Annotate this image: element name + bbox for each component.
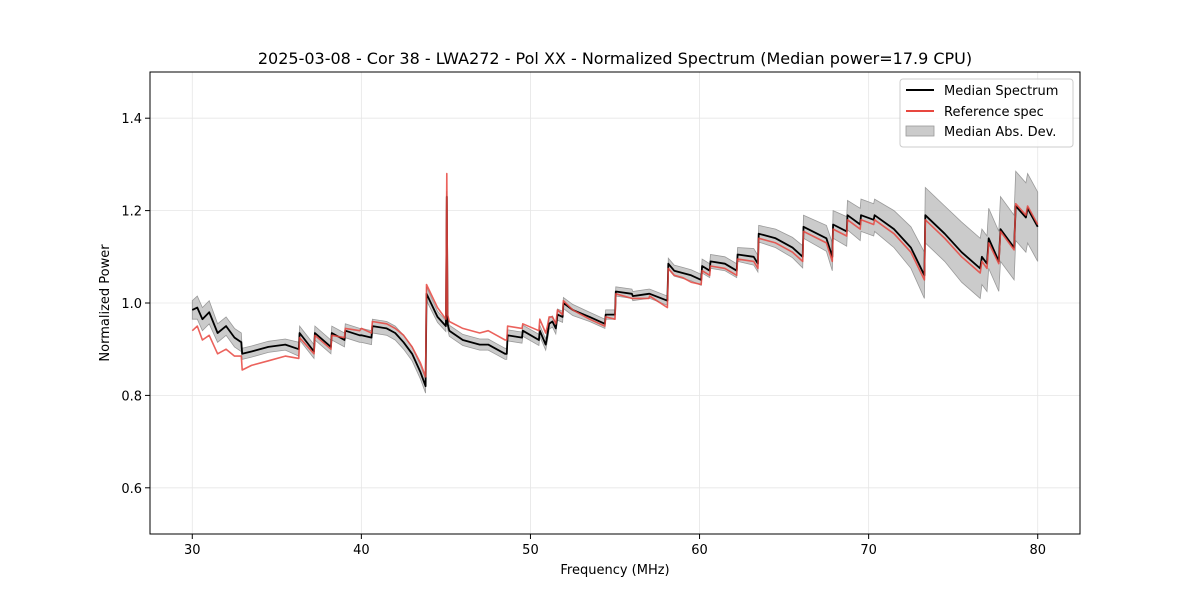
- x-tick-label: 50: [522, 543, 539, 558]
- x-tick-label: 40: [353, 543, 370, 558]
- legend-label-median: Median Spectrum: [944, 84, 1058, 99]
- x-tick-label: 80: [1029, 543, 1046, 558]
- y-tick-label: 0.8: [121, 389, 142, 404]
- legend: Median Spectrum Reference spec Median Ab…: [899, 78, 1074, 148]
- mad-band-layer: [191, 170, 1039, 394]
- mad-band: [191, 170, 1039, 394]
- x-axis-label: Frequency (MHz): [560, 563, 669, 578]
- reference-spectrum-line: [191, 172, 1039, 378]
- y-tick-label: 1.4: [121, 112, 142, 127]
- legend-label-reference: Reference spec: [944, 105, 1044, 120]
- y-axis-label: Normalized Power: [98, 244, 113, 362]
- x-tick-label: 70: [860, 543, 877, 558]
- y-tick-label: 0.6: [121, 482, 142, 497]
- legend-box: [899, 78, 1074, 148]
- x-tick-label: 30: [184, 543, 201, 558]
- y-tick-label: 1.2: [121, 205, 142, 220]
- y-tick-label: 1.0: [121, 297, 142, 312]
- median-spectrum-line: [191, 195, 1039, 388]
- series-layer: [191, 172, 1039, 388]
- legend-label-mad: Median Abs. Dev.: [944, 125, 1056, 140]
- x-tick-label: 60: [691, 543, 708, 558]
- axis-ticks: 30 40 50 60 70 80 0.6 0.8 1.0 1.2 1.4: [121, 112, 1046, 558]
- legend-swatch-mad: [905, 125, 935, 137]
- chart-title: 2025-03-08 - Cor 38 - LWA272 - Pol XX - …: [258, 49, 972, 68]
